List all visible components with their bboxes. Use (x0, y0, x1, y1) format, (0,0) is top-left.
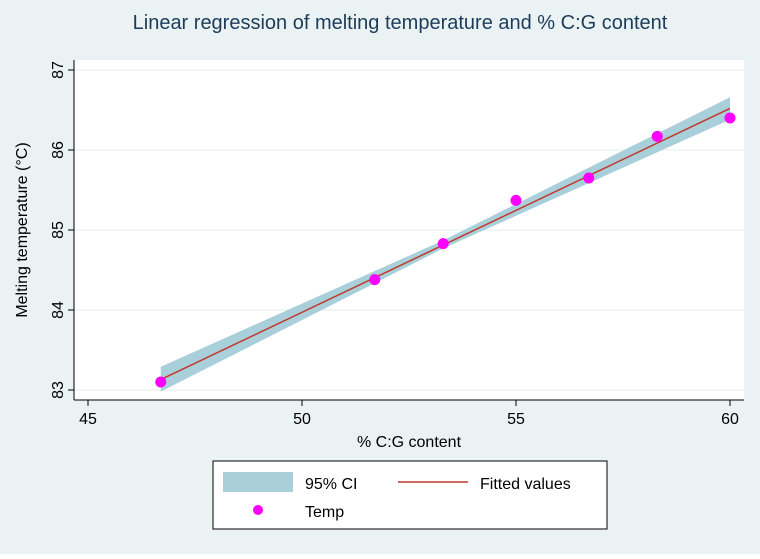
y-tick-label: 86 (50, 141, 67, 159)
temp-point (510, 194, 522, 206)
legend-label-fitted: Fitted values (480, 476, 571, 493)
legend: 95% CI Fitted values Temp (212, 460, 608, 530)
temp-point (583, 172, 595, 184)
y-tick-label: 84 (50, 301, 67, 319)
temp-point (724, 112, 736, 124)
y-tick-label: 85 (50, 221, 67, 239)
temp-point (369, 274, 381, 286)
x-tick-label: 45 (79, 411, 97, 428)
x-tick-label: 50 (293, 411, 311, 428)
grid-layer (74, 69, 744, 391)
x-tick-label: 55 (507, 411, 525, 428)
y-axis-label: Melting temperature (°C) (14, 142, 31, 317)
legend-swatch-ci (223, 472, 293, 492)
y-ticks: 83 84 85 86 87 (50, 61, 74, 399)
chart-title: Linear regression of melting temperature… (133, 12, 668, 34)
temp-point (155, 376, 167, 388)
legend-box (212, 460, 608, 530)
legend-label-ci: 95% CI (305, 476, 357, 493)
legend-swatch-temp (253, 505, 263, 515)
temp-point (651, 130, 663, 142)
temp-point (437, 238, 449, 250)
x-ticks: 45 50 55 60 (79, 400, 739, 428)
x-tick-label: 60 (721, 411, 739, 428)
legend-label-temp: Temp (305, 504, 344, 521)
x-axis-label: % C:G content (357, 434, 462, 451)
y-tick-label: 87 (50, 61, 67, 79)
y-tick-label: 83 (50, 381, 67, 399)
scatter-points-layer (155, 112, 736, 388)
